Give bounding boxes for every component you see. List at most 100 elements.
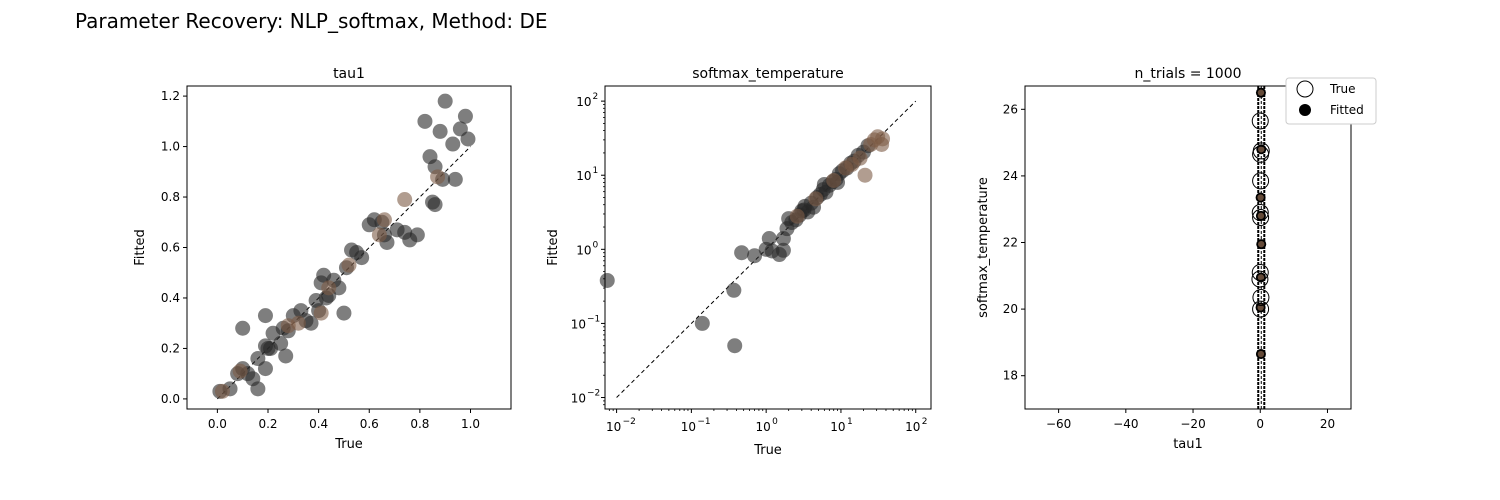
legend-true-marker bbox=[1296, 80, 1314, 98]
legend: True Fitted bbox=[1285, 77, 1377, 125]
y-tick-label: 10 bbox=[576, 243, 591, 257]
data-point bbox=[432, 123, 448, 139]
data-point bbox=[726, 282, 742, 298]
y-tick-label: 18 bbox=[1003, 369, 1018, 383]
x-tick-label: 0.2 bbox=[258, 417, 277, 431]
axis-title: n_trials = 1000 bbox=[1134, 66, 1241, 82]
x-tick-label: 10 bbox=[681, 420, 696, 434]
x-tick-exponent: −2 bbox=[623, 417, 636, 427]
data-point bbox=[257, 361, 273, 377]
true-point bbox=[1252, 172, 1270, 190]
y-tick-exponent: 1 bbox=[593, 166, 599, 176]
data-point bbox=[789, 208, 805, 224]
data-point bbox=[409, 227, 425, 243]
true-point bbox=[1252, 142, 1270, 160]
true-point bbox=[1251, 263, 1269, 281]
data-point bbox=[734, 245, 750, 261]
data-point bbox=[808, 191, 824, 207]
data-point bbox=[232, 363, 248, 379]
y-tick-label: 0.8 bbox=[161, 190, 180, 204]
y-tick-exponent: 2 bbox=[593, 92, 599, 102]
data-point bbox=[694, 315, 710, 331]
fitted-point-overlay bbox=[1257, 194, 1264, 201]
data-point bbox=[214, 383, 230, 399]
x-tick-label: 10 bbox=[606, 420, 621, 434]
y-tick-label: 0.0 bbox=[161, 392, 180, 406]
x-tick-label: 1.0 bbox=[461, 417, 480, 431]
fitted-point-overlay bbox=[1258, 240, 1265, 248]
x-tick-label: 0.6 bbox=[360, 417, 379, 431]
x-tick-label: 0.0 bbox=[208, 417, 227, 431]
data-point bbox=[371, 227, 387, 243]
data-point bbox=[303, 315, 319, 331]
legend-true-label: True bbox=[1329, 82, 1356, 96]
y-tick-label: 20 bbox=[1003, 302, 1018, 316]
data-point bbox=[857, 167, 873, 183]
data-point bbox=[447, 171, 463, 187]
plot-area bbox=[1025, 86, 1351, 409]
x-tick-label: −40 bbox=[1113, 417, 1138, 431]
y-tick-label: 1.0 bbox=[161, 140, 180, 154]
y-tick-label: 0.2 bbox=[161, 341, 180, 355]
y-axis-label: softmax_temperature bbox=[976, 177, 991, 318]
data-point bbox=[427, 197, 443, 213]
x-axis-label: tau1 bbox=[1173, 437, 1203, 452]
x-tick-exponent: 1 bbox=[847, 417, 853, 427]
fitted-point-overlay bbox=[1257, 89, 1265, 96]
data-point bbox=[727, 338, 743, 354]
data-point bbox=[430, 169, 446, 185]
axes-frame bbox=[1024, 85, 1352, 410]
data-point bbox=[278, 348, 294, 364]
true-point bbox=[1252, 300, 1270, 318]
true-point bbox=[1251, 112, 1269, 130]
y-tick-label: 10 bbox=[576, 95, 591, 109]
data-point bbox=[397, 192, 413, 208]
data-point bbox=[389, 222, 405, 238]
data-point bbox=[445, 136, 461, 152]
data-point bbox=[273, 335, 289, 351]
axis-title: softmax_temperature bbox=[692, 66, 844, 82]
data-point bbox=[257, 308, 273, 324]
fitted-point-overlay bbox=[1258, 146, 1265, 153]
x-tick-label: 10 bbox=[905, 420, 920, 434]
x-tick-label: 0.4 bbox=[309, 417, 328, 431]
y-tick-label: 0.4 bbox=[161, 291, 180, 305]
x-tick-label: 10 bbox=[756, 420, 771, 434]
y-axis-label: Fitted bbox=[546, 229, 561, 266]
data-point bbox=[290, 315, 306, 331]
data-point bbox=[826, 172, 842, 188]
y-tick-label: 10 bbox=[571, 317, 586, 331]
x-tick-exponent: 2 bbox=[922, 417, 928, 427]
data-point bbox=[376, 212, 392, 228]
panel-n-trials: n_trials = 1000 tau1 softmax_temperature −6… bbox=[976, 66, 1377, 452]
data-point bbox=[747, 248, 763, 264]
data-point bbox=[599, 272, 615, 288]
data-point bbox=[457, 108, 473, 124]
true-point bbox=[1251, 204, 1269, 222]
x-tick-label: 10 bbox=[830, 420, 845, 434]
x-tick-exponent: 0 bbox=[772, 417, 778, 427]
axes-frame bbox=[604, 85, 932, 410]
true-point bbox=[1251, 270, 1269, 288]
data-point bbox=[437, 93, 453, 109]
y-tick-label: 26 bbox=[1003, 102, 1018, 116]
x-tick-exponent: −1 bbox=[697, 417, 710, 427]
legend-fitted-label: Fitted bbox=[1330, 103, 1364, 117]
axis-title: tau1 bbox=[333, 66, 365, 82]
y-tick-label: 10 bbox=[571, 392, 586, 406]
fitted-point-overlay bbox=[1257, 274, 1265, 281]
fitted-point-overlay bbox=[1257, 350, 1265, 358]
x-tick-label: −60 bbox=[1046, 417, 1071, 431]
figure-title: Parameter Recovery: NLP_softmax, Method:… bbox=[75, 9, 548, 33]
data-point bbox=[354, 250, 370, 266]
y-tick-exponent: −2 bbox=[587, 389, 600, 399]
y-tick-label: 0.6 bbox=[161, 241, 180, 255]
legend-fitted-marker bbox=[1299, 104, 1311, 116]
y-tick-exponent: −1 bbox=[587, 314, 600, 324]
x-tick-label: 0 bbox=[1256, 417, 1264, 431]
data-point bbox=[250, 381, 266, 397]
data-point bbox=[775, 242, 791, 258]
y-tick-exponent: 0 bbox=[593, 240, 599, 250]
data-point bbox=[235, 320, 251, 336]
data-point bbox=[417, 113, 433, 129]
